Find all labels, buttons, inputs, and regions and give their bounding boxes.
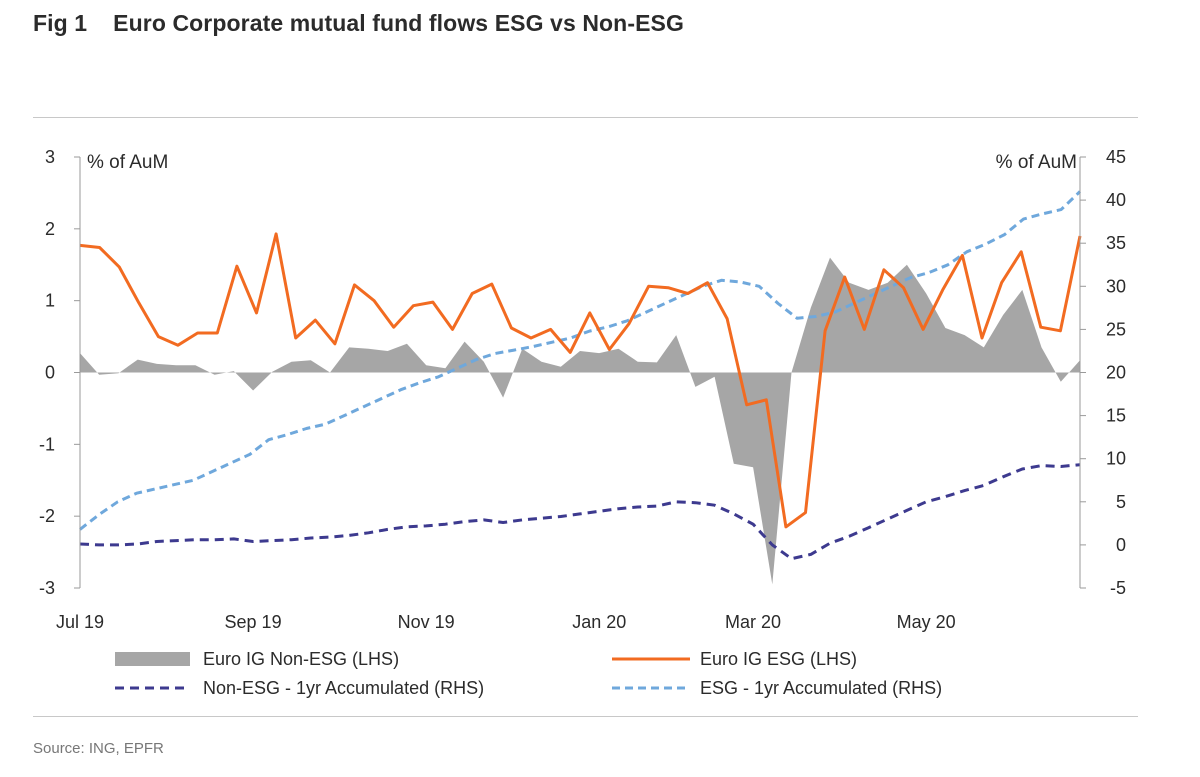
right-axis-tick-label: 10 <box>1106 449 1126 469</box>
right-axis-tick-label: 35 <box>1106 233 1126 253</box>
left-axis-tick-label: 3 <box>45 147 55 167</box>
right-axis-tick-label: 15 <box>1106 406 1126 426</box>
legend-label: ESG - 1yr Accumulated (RHS) <box>700 678 942 698</box>
top-divider <box>33 117 1138 118</box>
x-axis-tick-label: Mar 20 <box>725 612 781 632</box>
left-axis-unit: % of AuM <box>87 152 168 173</box>
right-axis-tick-label: 45 <box>1106 147 1126 167</box>
x-axis-tick-label: Jul 19 <box>56 612 104 632</box>
series-line-esg-accumulated <box>79 190 1082 531</box>
right-axis-tick-label: 40 <box>1106 190 1126 210</box>
left-axis-tick-label: -3 <box>39 578 55 598</box>
series-line-non-esg-accumulated <box>79 463 1081 561</box>
legend: Euro IG Non-ESG (LHS) Euro IG ESG (LHS) No… <box>115 649 942 698</box>
legend-label: Non-ESG - 1yr Accumulated (RHS) <box>203 678 484 698</box>
left-axis-tick-label: -2 <box>39 506 55 526</box>
figure-title-text: Euro Corporate mutual fund flows ESG vs … <box>113 10 684 36</box>
right-axis-tick-label: 20 <box>1106 363 1126 383</box>
left-axis-tick-label: 0 <box>45 363 55 383</box>
legend-label: Euro IG Non-ESG (LHS) <box>203 649 399 669</box>
bottom-divider <box>33 716 1138 717</box>
line-layer <box>79 190 1082 561</box>
figure-number: Fig 1 <box>33 10 88 36</box>
right-axis-tick-label: 30 <box>1106 276 1126 296</box>
left-axis-tick-label: 1 <box>45 291 55 311</box>
series-area-non-esg <box>80 257 1080 585</box>
x-axis-tick-label: May 20 <box>897 612 956 632</box>
figure-title: Fig 1 Euro Corporate mutual fund flows ES… <box>33 10 684 37</box>
area-layer <box>80 257 1080 585</box>
left-axis-tick-label: 2 <box>45 219 55 239</box>
right-axis-unit: % of AuM <box>996 152 1077 173</box>
x-axis-tick-label: Nov 19 <box>398 612 455 632</box>
legend-label: Euro IG ESG (LHS) <box>700 649 857 669</box>
legend-swatch-non-esg <box>115 652 190 666</box>
x-axis-tick-label: Sep 19 <box>225 612 282 632</box>
left-axis-tick-label: -1 <box>39 434 55 454</box>
source-note: Source: ING, EPFR <box>33 740 164 757</box>
right-axis-tick-label: 25 <box>1106 319 1126 339</box>
right-axis-tick-label: 0 <box>1116 535 1126 555</box>
right-axis-tick-label: -5 <box>1110 578 1126 598</box>
series-line-esg <box>79 232 1082 529</box>
x-axis-tick-label: Jan 20 <box>572 612 626 632</box>
right-axis-tick-label: 5 <box>1116 492 1126 512</box>
